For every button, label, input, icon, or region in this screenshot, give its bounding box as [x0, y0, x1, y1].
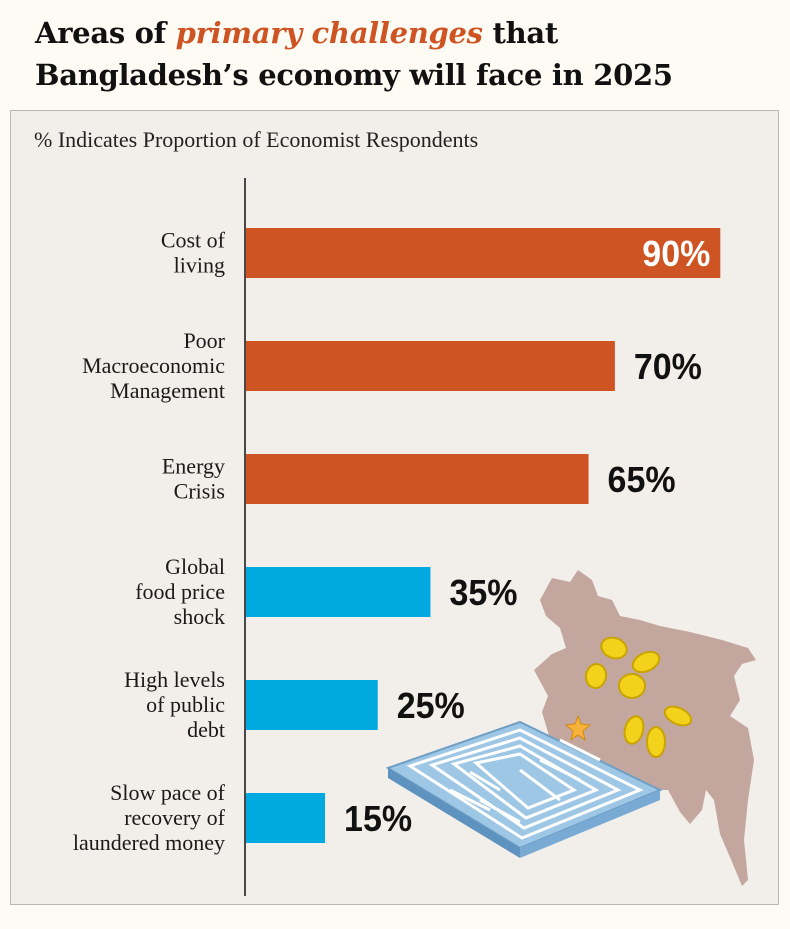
decorative-illustration [385, 570, 756, 886]
maze-wall-10 [479, 798, 521, 824]
title-part-2: that [482, 16, 558, 50]
maze-wall-8 [449, 788, 491, 812]
bars [246, 228, 721, 843]
maze-wall-9 [559, 738, 601, 762]
category-label-3: Energy Crisis [162, 454, 225, 504]
maze-illustration [385, 720, 663, 858]
maze-wall-4 [472, 752, 578, 810]
maze-wall-6 [539, 758, 581, 782]
value-label-3: 65% [608, 459, 676, 500]
bar-3 [246, 454, 589, 504]
maze-wall-5 [469, 770, 501, 792]
coin-3 [584, 663, 608, 689]
value-label-6: 15% [344, 798, 412, 839]
coin-6 [623, 715, 645, 745]
value-label-2: 70% [634, 346, 702, 387]
coin-1 [600, 636, 628, 660]
maze-side [388, 768, 520, 858]
category-labels: Cost of living Poor Macroeconomic Management… [73, 228, 226, 856]
value-labels: 90% 70% 65% 35% 25% 15% [344, 233, 710, 839]
title-highlight: primary challenges [175, 16, 483, 50]
title-part-1: Areas of [35, 16, 176, 50]
maze-wall-3 [450, 744, 600, 820]
value-label-4: 35% [449, 572, 517, 613]
bar-4 [246, 567, 431, 617]
maze-wall-1 [406, 728, 644, 840]
star-icon [564, 714, 592, 742]
bar-2 [246, 341, 615, 391]
bar-6 [246, 793, 326, 843]
category-label-1: Cost of living [161, 228, 226, 278]
category-label-4: Global food price shock [135, 554, 225, 629]
coins-illustration [584, 636, 693, 758]
category-label-2: Poor Macroeconomic Management [82, 328, 226, 403]
chart-title: Areas of primary challenges that Banglad… [35, 12, 673, 96]
chart-subtitle: % Indicates Proportion of Economist Resp… [34, 127, 479, 152]
coin-4 [618, 673, 646, 699]
category-label-6: Slow pace of recovery of laundered money [73, 780, 226, 855]
category-label-5: High levels of public debt [124, 667, 225, 742]
bangladesh-map-illustration [534, 570, 756, 886]
coin-2 [631, 650, 661, 674]
maze-side-right [520, 790, 660, 858]
coin-7 [646, 726, 666, 758]
bar-5 [246, 680, 378, 730]
bar-1 [246, 228, 721, 278]
title-line-2: Bangladesh’s economy will face in 2025 [35, 58, 673, 92]
coin-5 [663, 705, 693, 727]
value-label-1: 90% [642, 233, 710, 274]
maze-wall-7 [519, 768, 561, 802]
value-label-5: 25% [397, 685, 465, 726]
